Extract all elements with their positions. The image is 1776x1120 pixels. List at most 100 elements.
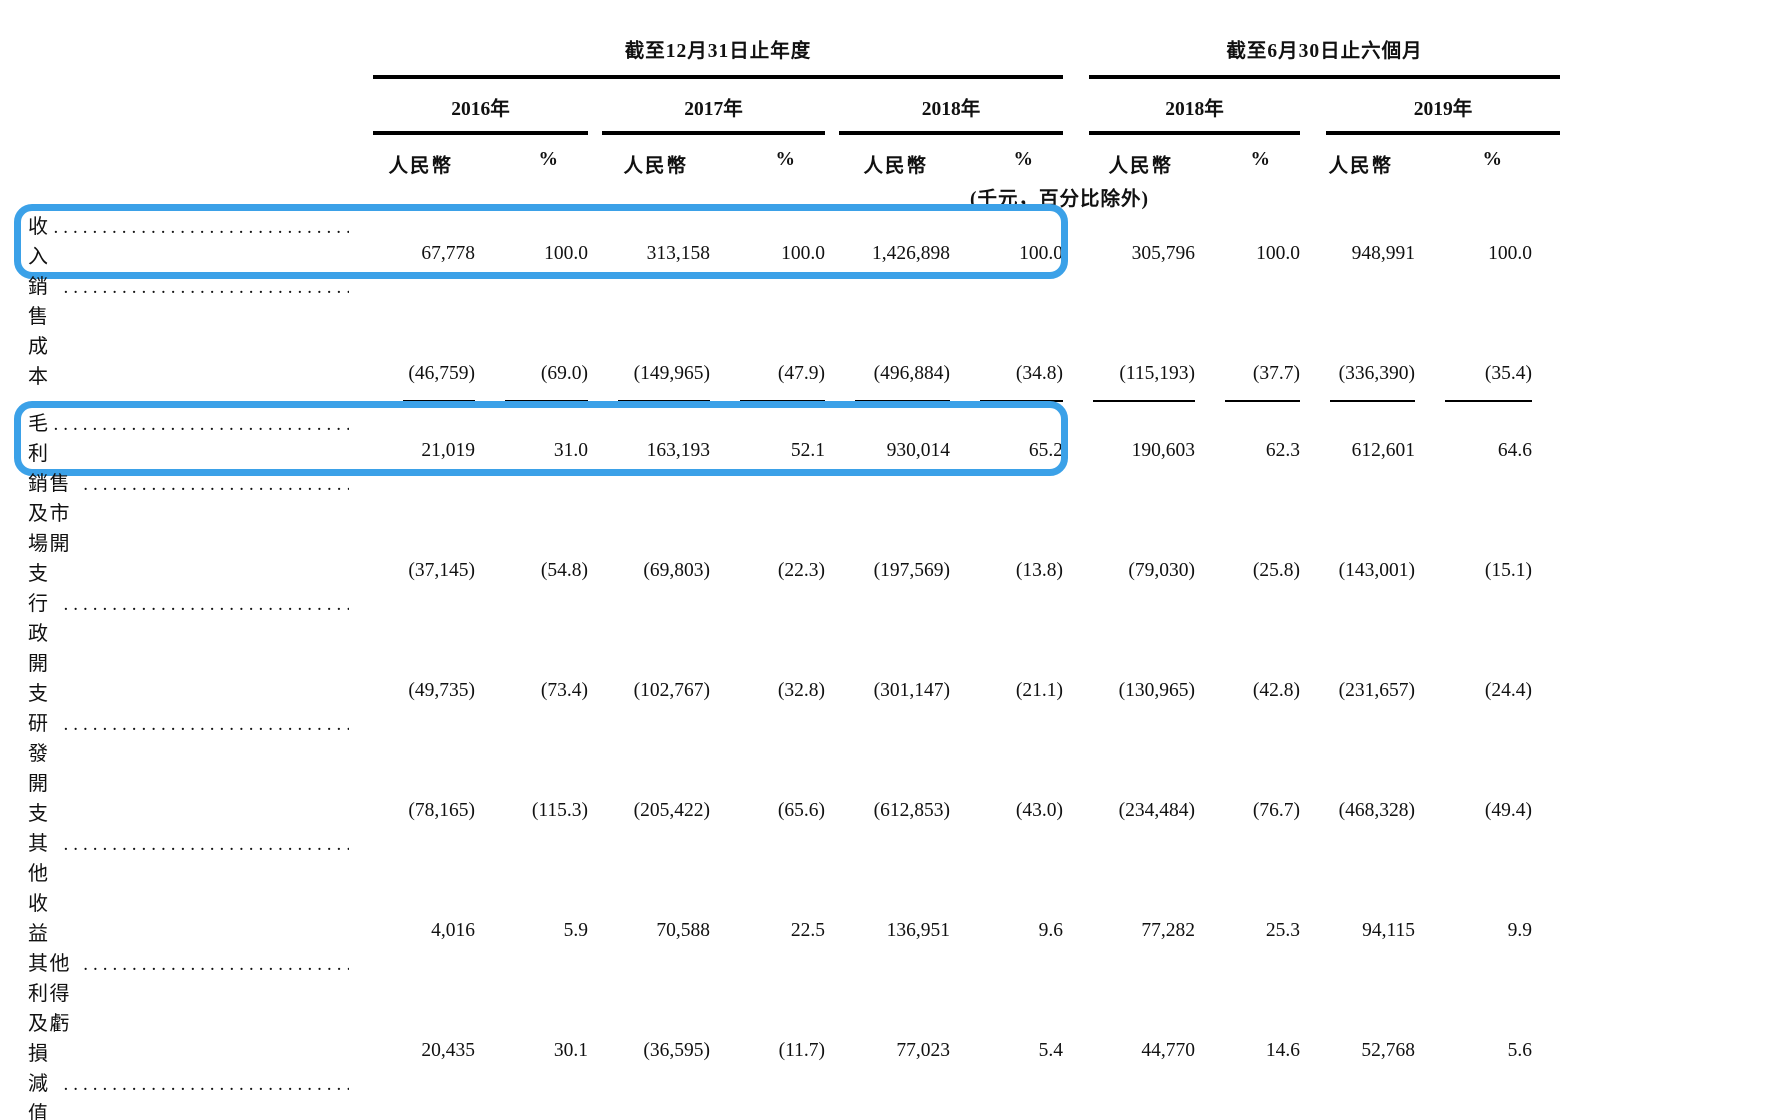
row-label: 銷售成本	[28, 272, 373, 392]
percent-cell: 5.4	[1038, 1040, 1063, 1061]
period-header-six-months: 截至6月30日止六個月	[1089, 34, 1560, 79]
amount-cell: (46,759)	[408, 363, 475, 384]
amount-cell: 1,426,898	[872, 243, 950, 264]
amount-cell: 4,016	[431, 920, 475, 941]
percent-cell: (13.8)	[1015, 560, 1063, 581]
amount-cell: (205,422)	[633, 800, 710, 821]
percent-cell: 100.0	[1019, 243, 1063, 264]
rule-segment	[980, 399, 1063, 402]
table-row-other-gains-losses: 其他利得及虧損 20,435 30.1 (36,595) (11.7) 77,023 5.4…	[28, 949, 1532, 1069]
percent-cell: (24.4)	[1484, 680, 1532, 701]
table-row-impairment-losses: 減值損失(5,565)(8.2)(2,779)(0.9)(37,876)(2.7…	[28, 1069, 1532, 1120]
percent-cell: (73.4)	[540, 680, 588, 701]
amount-cell: (234,484)	[1118, 800, 1195, 821]
percent-cell: 22.5	[790, 920, 825, 941]
row-label-line: 減值損失	[28, 1069, 373, 1120]
table-row-other-income: 其他收益 4,016 5.9 70,588 22.5 136,951 9.6 77,282 25…	[28, 829, 1532, 949]
table-row-selling-marketing-expenses: 銷售及市場開支 (37,145) (54.8) (69,803) (22.3) (197,…	[28, 469, 1532, 589]
amount-cell: 77,023	[896, 1040, 950, 1061]
amount-cell: 67,778	[421, 243, 475, 264]
rule-segment	[855, 399, 950, 402]
amount-cell: 77,282	[1141, 920, 1195, 941]
percent-cell: 14.6	[1265, 1040, 1300, 1061]
table-row-rd-expenses: 研發開支 (78,165) (115.3) (205,422) (65.6) (612,8…	[28, 709, 1532, 829]
percent-header: %	[1250, 149, 1271, 170]
amount-cell: (69,803)	[643, 560, 710, 581]
amount-cell: 305,796	[1131, 243, 1195, 264]
currency-header: 人民幣	[1108, 156, 1173, 177]
percent-cell: (21.1)	[1015, 680, 1063, 701]
rule-segment	[505, 399, 588, 402]
unit-note: (千元，百分比除外)	[970, 189, 1149, 210]
amount-cell: 21,019	[421, 440, 475, 461]
currency-header: 人民幣	[863, 156, 928, 177]
rule-segment	[740, 399, 825, 402]
row-label: 毛利	[28, 409, 373, 469]
rule-segment	[1225, 399, 1300, 402]
dot-leader	[63, 830, 349, 860]
rule-segment	[1093, 399, 1195, 402]
row-label-text: 毛利	[28, 413, 50, 465]
amount-cell: (115,193)	[1119, 363, 1195, 384]
amount-cell: 612,601	[1351, 440, 1415, 461]
year-header-2017: 2017年	[602, 92, 825, 135]
subcolumn-header-row: 人民幣 % 人民幣 % 人民幣 % 人民幣 % 人民幣 %	[28, 135, 1532, 178]
amount-cell: 930,014	[886, 440, 950, 461]
single-rule	[28, 392, 1532, 409]
percent-cell: 100.0	[544, 243, 588, 264]
row-label-text: 收入	[28, 216, 50, 268]
row-label: 減值損失	[28, 1069, 373, 1120]
percent-cell: 100.0	[781, 243, 825, 264]
row-label-text: 其他利得及虧損	[28, 953, 71, 1065]
label-column-spacer	[28, 34, 373, 79]
percent-cell: (115.3)	[531, 800, 588, 821]
amount-cell: 70,588	[656, 920, 710, 941]
currency-header: 人民幣	[623, 156, 688, 177]
amount-cell: 948,991	[1351, 243, 1415, 264]
amount-cell: 20,435	[421, 1040, 475, 1061]
amount-cell: (130,965)	[1118, 680, 1195, 701]
label-column-spacer	[28, 135, 373, 178]
amount-cell: 44,770	[1141, 1040, 1195, 1061]
percent-cell: (43.0)	[1015, 800, 1063, 821]
label-column-spacer	[28, 92, 373, 135]
table-row-cost-of-sales: 銷售成本 (46,759) (69.0) (149,965) (47.9) (496,88…	[28, 272, 1532, 392]
table-row-gross-profit: 毛利 21,019 31.0 163,193 52.1 930,014 65.2 190,60…	[14, 401, 1532, 476]
percent-cell: 64.6	[1497, 440, 1532, 461]
row-label-line: 其他收益	[28, 829, 373, 949]
row-label-line: 銷售成本	[28, 272, 373, 392]
amount-cell: (301,147)	[873, 680, 950, 701]
row-label: 行政開支	[28, 589, 373, 709]
amount-cell: 190,603	[1131, 440, 1195, 461]
percent-cell: (15.1)	[1484, 560, 1532, 581]
percent-cell: (69.0)	[540, 363, 588, 384]
percent-cell: 25.3	[1265, 920, 1300, 941]
amount-cell: (36,595)	[643, 1040, 710, 1061]
percent-cell: 100.0	[1256, 243, 1300, 264]
row-label-line: 收入	[28, 212, 373, 272]
amount-cell: (468,328)	[1338, 800, 1415, 821]
percent-cell: 52.1	[790, 440, 825, 461]
percent-cell: 65.2	[1028, 440, 1063, 461]
amount-cell: 313,158	[646, 243, 710, 264]
year-header-2018: 2018年	[839, 92, 1063, 135]
percent-cell: (35.4)	[1484, 363, 1532, 384]
rule-segment	[618, 399, 710, 402]
period-group-header-row: 截至12月31日止年度 截至6月30日止六個月	[28, 34, 1560, 79]
percent-cell: (37.7)	[1252, 363, 1300, 384]
table-body: 收入 67,778 100.0 313,158 100.0 1,426,898 100.0 3…	[14, 204, 1776, 1120]
percent-cell: (65.6)	[777, 800, 825, 821]
amount-cell: (79,030)	[1128, 560, 1195, 581]
dot-leader	[63, 710, 349, 740]
row-label-line: 研發開支	[28, 709, 373, 829]
amount-cell: (78,165)	[408, 800, 475, 821]
amount-cell: (149,965)	[633, 363, 710, 384]
amount-cell: (102,767)	[633, 680, 710, 701]
amount-cell: (143,001)	[1338, 560, 1415, 581]
amount-cell: 94,115	[1362, 920, 1415, 941]
amount-cell: (49,735)	[408, 680, 475, 701]
dot-leader	[63, 590, 349, 620]
table-row-administrative-expenses: 行政開支 (49,735) (73.4) (102,767) (32.8) (301,14…	[28, 589, 1532, 709]
percent-cell: 100.0	[1488, 243, 1532, 264]
